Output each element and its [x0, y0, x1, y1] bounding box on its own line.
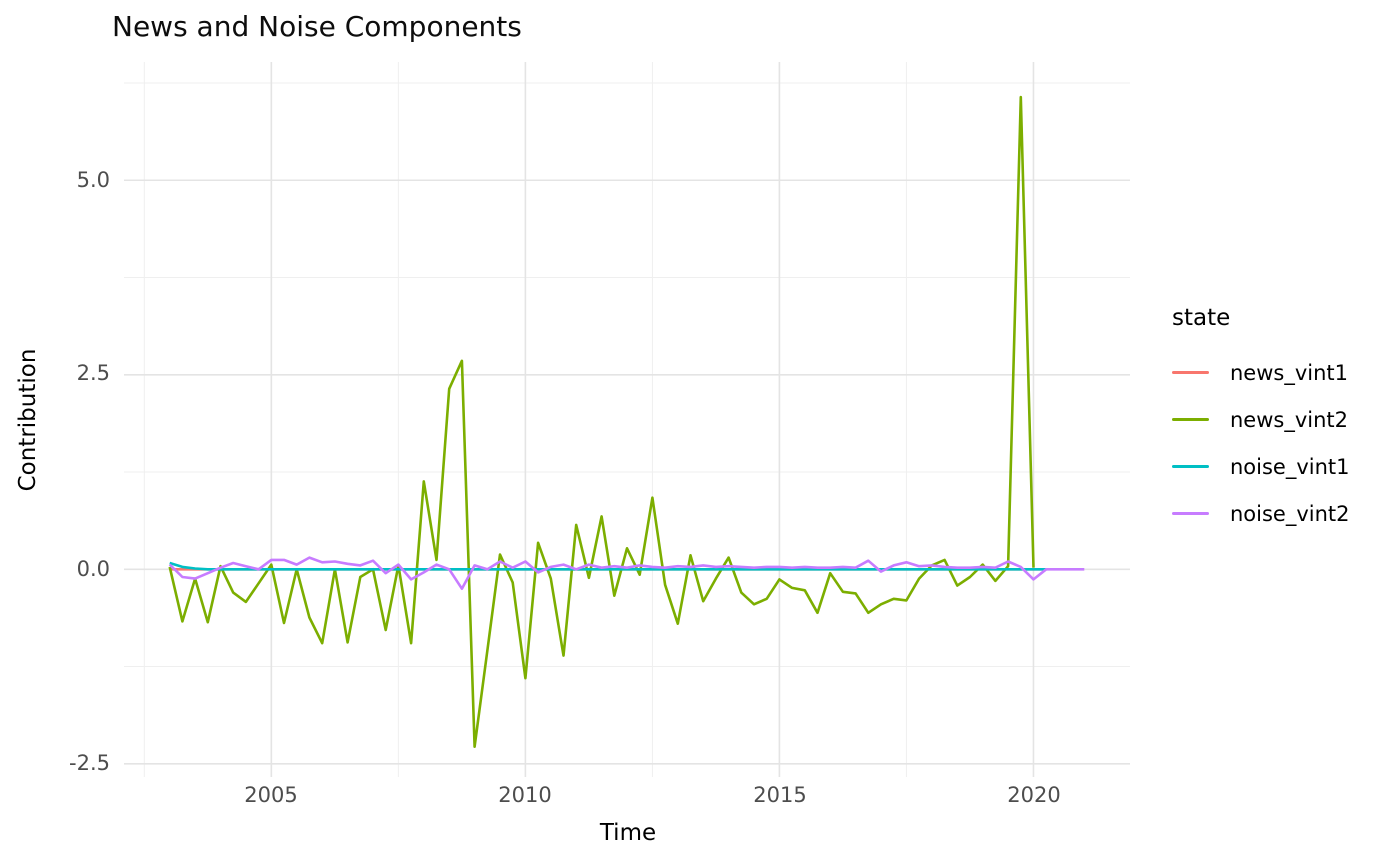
legend-item-label: news_vint2 [1230, 407, 1349, 432]
chart-title: News and Noise Components [112, 10, 522, 43]
series-line-noise_vint2 [168, 556, 1085, 591]
legend-item-label: news_vint1 [1230, 360, 1349, 385]
x-tick-label: 2010 [498, 783, 552, 807]
legend-items: news_vint1 news_vint2 noise_vint1 noise_… [1172, 349, 1350, 537]
y-tick-label: 5.0 [76, 168, 110, 192]
x-axis-title: Time [599, 820, 657, 846]
x-tick-label: 2020 [1007, 783, 1061, 807]
x-tick-label: 2015 [753, 783, 807, 807]
x-tick-label: 2005 [244, 783, 298, 807]
legend-item-news_vint1: news_vint1 [1172, 349, 1350, 396]
legend-line-swatch [1172, 512, 1209, 515]
series-line-news_vint2 [168, 95, 1035, 749]
legend-line-swatch [1172, 465, 1209, 468]
plot-panel [124, 62, 1130, 777]
y-tick-label: 2.5 [76, 361, 110, 385]
legend-item-label: noise_vint1 [1230, 454, 1350, 479]
legend-item-noise_vint1: noise_vint1 [1172, 443, 1350, 490]
y-axis-title: Contribution [15, 348, 41, 492]
legend-line-swatch [1172, 371, 1209, 374]
legend: state news_vint1 news_vint2 noise_vint1 … [1172, 305, 1350, 537]
legend-item-news_vint2: news_vint2 [1172, 396, 1350, 443]
legend-line-swatch [1172, 418, 1209, 421]
y-tick-label: -2.5 [69, 751, 110, 775]
legend-item-noise_vint2: noise_vint2 [1172, 490, 1350, 537]
legend-title: state [1172, 305, 1231, 331]
y-tick-label: 0.0 [76, 557, 110, 581]
legend-item-label: noise_vint2 [1230, 501, 1350, 526]
